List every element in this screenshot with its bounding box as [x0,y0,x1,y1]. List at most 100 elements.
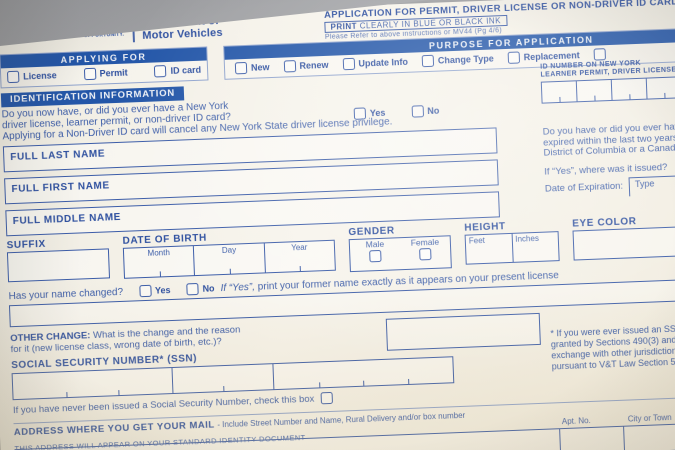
gender-female-option: Female [400,236,451,269]
tick-mark [664,92,666,98]
checkbox-icon [411,105,424,118]
gender-male-option: Male [350,238,401,271]
checkbox-label: No [202,283,215,294]
where-issued-question: If “Yes”, where was it issued? [544,161,668,178]
checkbox-name-change-yes: Yes [129,284,171,298]
column-divider [559,429,562,450]
male-label: Male [365,238,385,250]
checkbox-id-card: ID card [154,64,201,78]
checkbox-new: New [234,61,270,75]
ssn-serial-cell [272,357,454,390]
header-divider [131,19,135,42]
checkbox-label: Update Info [358,56,409,69]
type-label: Type [634,178,655,190]
checkbox-update-info: Update Info [342,56,408,71]
dob-month-label: Month [147,248,171,258]
checkbox-label: License [23,70,57,82]
height-feet-cell: Feet [466,234,513,264]
checkbox-label: Yes [154,285,171,296]
expiration-label: Date of Expiration: [544,180,624,195]
checkbox-icon [283,60,296,73]
ssn-group-cell [171,364,274,394]
id-digit-cell [645,77,675,99]
checkbox-label: ID card [170,64,202,76]
checkbox-icon [419,248,432,261]
ny-state-outline-icon [13,26,48,42]
checkbox-label: Renew [299,59,329,71]
feet-label: Feet [468,235,486,246]
checkbox-icon [154,65,167,78]
field-label: FULL MIDDLE NAME [12,211,122,228]
ssn-area-cell [13,368,173,399]
checkbox-icon [369,249,382,263]
dob-year-cell: Year [263,240,335,273]
checkbox-icon [186,282,199,296]
field-label: FULL LAST NAME [10,148,106,164]
eye-color-field [572,223,675,261]
checkbox-renew: Renew [283,59,329,73]
suffix-block: SUFFIX [6,236,111,285]
inches-label: Inches [515,233,540,244]
checkbox-icon [507,51,520,64]
checkbox-change-type: Change Type [421,52,494,68]
dob-day-cell: Day [193,243,265,276]
dob-day-label: Day [221,245,237,256]
tick-mark [559,96,561,102]
female-label: Female [410,236,440,248]
column-divider [623,426,626,450]
ssn-footnote: * If you were ever issued an SSN, you mu… [550,322,675,373]
tick-mark [594,95,596,101]
checkbox-extra [593,48,609,61]
height-inches-cell: Inches [511,232,559,262]
checkbox-icon [234,61,248,75]
checkbox-icon [342,57,355,71]
suffix-field [6,248,111,283]
checkbox-label: Change Type [437,53,494,66]
checkbox-label: Yes [369,107,386,118]
checkbox-never-issued-ssn [320,391,333,405]
checkbox-icon [6,70,20,84]
checkbox-icon [593,48,606,61]
city-column-header: City or Town [627,412,672,424]
checkbox-license: License [6,69,57,84]
print-label: PRINT [330,21,358,32]
id-digit-cell [575,79,612,102]
checkbox-label: No [427,105,440,116]
tick-mark [318,382,320,388]
eye-color-block: EYE COLOR [572,212,675,264]
department-name: Department of Motor Vehicles [142,15,223,42]
tick-mark [65,392,68,398]
checkbox-yes: Yes [353,107,386,120]
name-change-note-prefix: If “Yes”, [220,281,256,294]
checkbox-label: New [250,62,270,73]
tick-mark [223,386,225,392]
dob-month-cell: Month [124,246,194,278]
other-change-field [385,312,541,351]
department-line2: Motor Vehicles [142,26,223,42]
tick-mark [229,268,231,274]
apt-column-header: Apt. No. [561,416,591,427]
height-field: Feet Inches [464,231,560,265]
id-digit-cell [542,81,577,102]
id-digit-cell [610,78,647,100]
expiration-type-field: Type [628,172,675,196]
checkbox-icon [83,67,96,81]
dob-block: DATE OF BIRTH Month Day Year [122,228,336,281]
checkbox-icon [353,107,367,120]
tick-mark [408,378,410,384]
gender-field: Male Female [348,235,452,273]
checkbox-name-change-no: No [176,282,215,296]
logo-wordmark: NEW YORK STATE OF OPPORTUNITY. [55,25,124,40]
checkbox-label: Permit [99,67,128,79]
checkbox-icon [138,284,152,298]
gender-block: GENDER Male Female [348,223,452,273]
field-label: FULL FIRST NAME [11,180,110,196]
checkbox-no: No [411,105,440,118]
height-block: HEIGHT Feet Inches [464,219,560,268]
checkbox-label: Replacement [523,50,580,63]
checkbox-permit: Permit [83,67,128,81]
tick-mark [118,390,120,396]
ny-state-logo: NEW YORK STATE OF OPPORTUNITY. Departmen… [0,9,325,47]
